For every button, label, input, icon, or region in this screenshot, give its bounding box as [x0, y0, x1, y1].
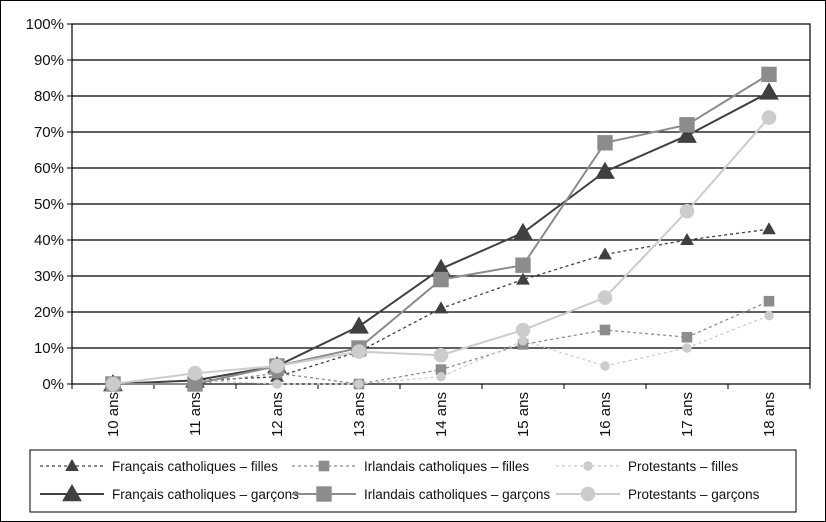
y-tick-label: 30%	[34, 268, 64, 285]
y-axis-ticks: 0% 10% 20% 30% 40% 50% 60% 70% 80% 90% 100%	[26, 16, 72, 393]
data-point	[677, 125, 697, 143]
data-point	[349, 316, 369, 334]
data-point	[761, 110, 777, 125]
data-point	[105, 376, 121, 392]
y-tick-label: 20%	[34, 304, 64, 321]
data-point	[433, 271, 449, 288]
data-point	[515, 257, 531, 273]
data-point	[516, 272, 530, 285]
data-point	[764, 310, 774, 321]
data-point	[679, 203, 695, 219]
x-tick-label: 17 ans	[679, 392, 696, 437]
legend-swatch-marker	[62, 483, 82, 502]
legend-swatch-marker	[316, 486, 332, 502]
data-point	[515, 322, 531, 338]
series-3	[108, 310, 774, 389]
y-tick-label: 70%	[34, 124, 64, 141]
legend-item: Protestants – garçons	[556, 486, 760, 502]
data-point	[518, 336, 528, 346]
data-point	[354, 379, 364, 389]
legend-swatch-marker	[65, 458, 79, 471]
legend-item: Irlandais catholiques – garçons	[292, 486, 550, 502]
x-tick-label: 16 ans	[597, 392, 614, 437]
y-tick-label: 90%	[34, 52, 64, 69]
data-point	[436, 372, 446, 382]
legend-item: Irlandais catholiques – filles	[292, 459, 529, 474]
data-point	[513, 222, 533, 241]
legend-label: Protestants – filles	[628, 459, 739, 474]
data-point	[680, 232, 694, 245]
series-6	[105, 110, 777, 392]
legend: Français catholiques – filles Irlandais c…	[29, 449, 797, 513]
legend-box	[29, 449, 797, 513]
x-tick-label: 12 ans	[269, 392, 286, 437]
y-tick-label: 50%	[34, 196, 64, 213]
legend-swatch-marker	[583, 461, 593, 471]
data-point	[762, 222, 776, 235]
data-point	[433, 347, 449, 363]
data-point	[600, 361, 610, 371]
data-point	[681, 331, 693, 343]
data-point	[599, 324, 611, 336]
legend-label: Français catholiques – filles	[112, 459, 278, 474]
legend-item: Français catholiques – filles	[40, 458, 278, 474]
legend-label: Irlandais catholiques – filles	[364, 459, 529, 474]
data-point	[763, 295, 775, 307]
data-point	[759, 82, 779, 100]
legend-swatch-marker	[580, 486, 596, 502]
data-point	[597, 135, 613, 151]
legend-label: Protestants – garçons	[628, 487, 760, 502]
x-tick-label: 10 ans	[105, 392, 122, 437]
data-point	[598, 247, 612, 260]
x-tick-label: 18 ans	[761, 392, 778, 437]
data-point	[595, 161, 615, 179]
y-tick-label: 0%	[42, 376, 64, 393]
data-point	[597, 290, 613, 305]
x-tick-label: 14 ans	[433, 392, 450, 437]
y-tick-label: 80%	[34, 88, 64, 105]
legend-swatch-marker	[318, 460, 330, 472]
legend-label: Français catholiques – garçons	[112, 487, 299, 502]
data-point	[187, 365, 203, 381]
x-axis-ticks: 10 ans 11 ans 12 ans 13 ans 14 ans 15 ans 16 a…	[71, 384, 811, 437]
legend-item: Français catholiques – garçons	[40, 483, 299, 502]
data-point	[761, 66, 777, 83]
x-tick-label: 11 ans	[187, 392, 204, 436]
data-point	[682, 343, 692, 353]
series-group	[103, 66, 779, 392]
series-line	[112, 314, 770, 385]
data-point	[272, 379, 282, 389]
data-point	[269, 358, 285, 374]
legend-label: Irlandais catholiques – garçons	[364, 487, 550, 502]
y-tick-label: 40%	[34, 232, 64, 249]
legend-item: Protestants – filles	[556, 459, 739, 474]
y-tick-label: 60%	[34, 160, 64, 177]
y-tick-label: 100%	[26, 16, 64, 33]
x-tick-label: 15 ans	[515, 392, 532, 437]
data-point	[351, 344, 367, 359]
data-point	[679, 117, 695, 133]
y-tick-label: 10%	[34, 340, 64, 357]
x-tick-label: 13 ans	[351, 392, 368, 437]
data-point	[434, 301, 448, 314]
